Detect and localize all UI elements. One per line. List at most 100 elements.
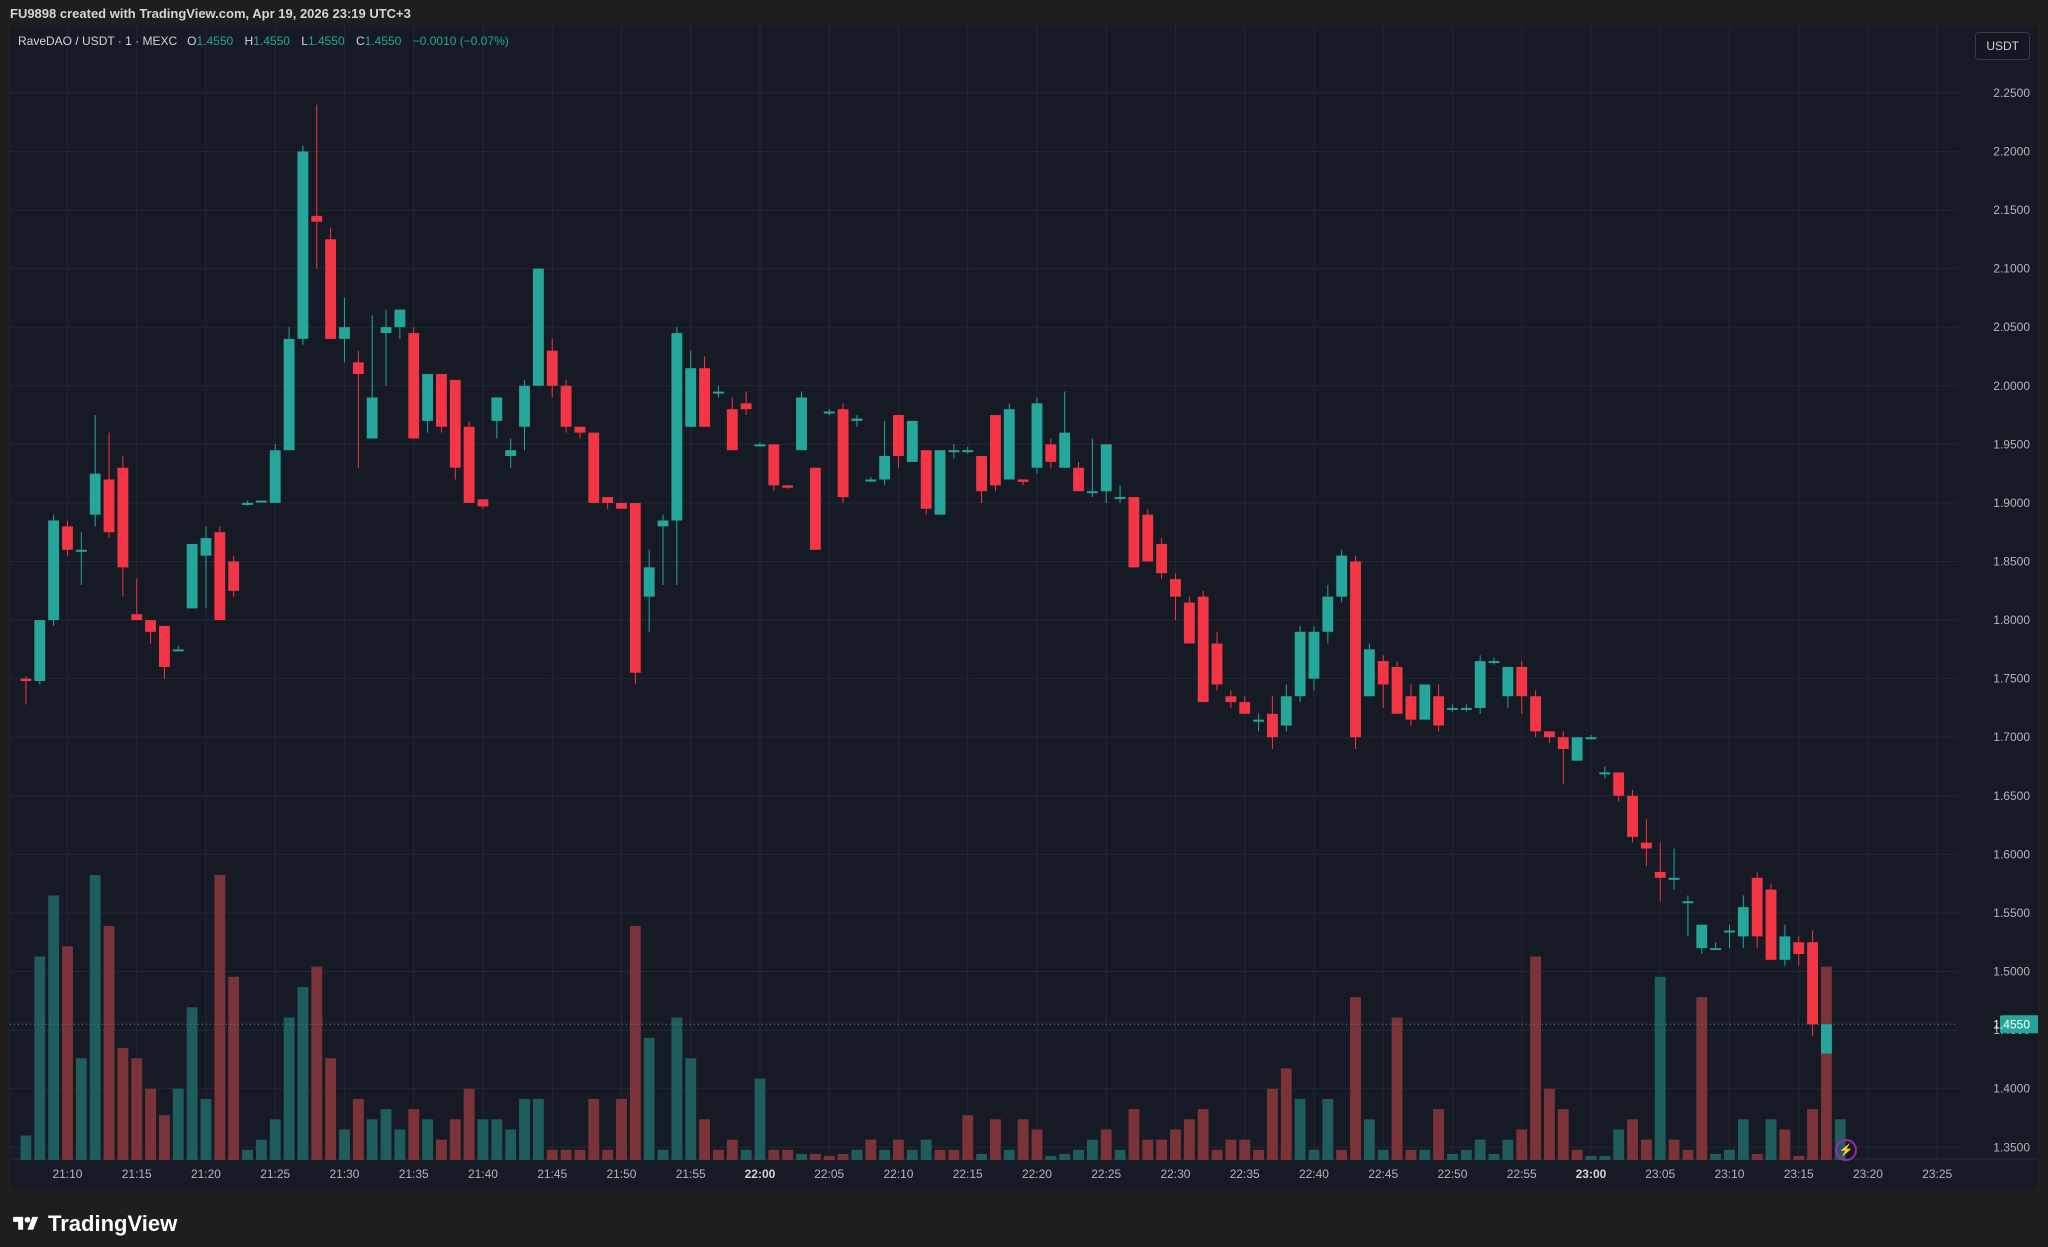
volume-bar — [1516, 1129, 1528, 1160]
candle-body — [463, 426, 475, 503]
volume-bar — [1544, 1088, 1555, 1160]
volume-bar — [879, 1149, 891, 1160]
volume-bar — [117, 1048, 129, 1160]
volume-bar — [339, 1129, 350, 1160]
candle-body — [1267, 713, 1278, 738]
volume-bar — [380, 1109, 392, 1160]
candle-body — [1059, 432, 1071, 468]
time-tick-label: 21:30 — [329, 1167, 359, 1181]
volume-bar — [1073, 1149, 1084, 1160]
candle-body — [796, 397, 807, 451]
legend-symbol: RaveDAO / USDT · 1 · MEXC — [18, 34, 178, 48]
candle-body — [380, 327, 392, 334]
candle-body — [1363, 649, 1375, 697]
price-tick-label: 2.1500 — [1993, 203, 2030, 217]
chart-area[interactable]: 2.2500 2.2000 2.1500 2.1000 2.0500 2.0000 1.95… — [10, 26, 2038, 1189]
time-tick-label: 22:45 — [1368, 1167, 1398, 1181]
volume-bar — [740, 1149, 752, 1160]
volume-bar — [1640, 1139, 1652, 1160]
volume-bar — [1765, 1119, 1777, 1160]
candle-body — [1433, 696, 1445, 726]
price-tick-label: 2.2500 — [1993, 86, 2030, 100]
price-tick-label: 1.9000 — [1993, 496, 2030, 510]
volume-bar — [519, 1098, 530, 1160]
candle-body — [103, 479, 115, 533]
candle-body — [1377, 661, 1389, 685]
volume-bar — [1488, 1153, 1500, 1160]
candle-body — [131, 614, 143, 621]
volume-bar — [505, 1129, 517, 1160]
candle-body — [685, 368, 697, 427]
candle-body — [1682, 901, 1694, 904]
candle-body — [588, 432, 600, 503]
volume-bar — [1086, 1139, 1098, 1160]
time-tick-label: 22:35 — [1230, 1167, 1260, 1181]
volume-bar — [1100, 1129, 1112, 1160]
volume-bar — [906, 1149, 918, 1160]
candle-body — [1737, 907, 1749, 937]
candle-body — [1225, 696, 1237, 703]
price-tick-label: 1.5000 — [1993, 965, 2030, 979]
volume-bar — [588, 1098, 600, 1160]
volume-bar — [948, 1149, 960, 1160]
candlestick-chart[interactable]: 2.2500 2.2000 2.1500 2.1000 2.0500 2.0000 1.95… — [10, 26, 2038, 1189]
candle-body — [422, 374, 433, 421]
price-tick-label: 2.1000 — [1993, 262, 2030, 276]
candle-body — [1544, 731, 1555, 738]
volume-bar — [1377, 1149, 1389, 1160]
candle-body — [1031, 403, 1043, 468]
price-tick-label: 1.3500 — [1993, 1140, 2030, 1154]
candle-body — [1308, 631, 1320, 679]
time-tick-label: 22:40 — [1299, 1167, 1329, 1181]
candle-body — [269, 450, 281, 503]
legend-change: −0.0010 (−0.07%) — [412, 34, 509, 48]
volume-bar — [228, 976, 240, 1160]
volume-bar — [1156, 1139, 1168, 1160]
candle-body — [477, 499, 489, 507]
volume-bar — [1211, 1149, 1223, 1160]
candle-body — [1599, 772, 1611, 775]
candle-body — [311, 215, 323, 222]
volume-bar — [131, 1058, 143, 1160]
volume-bar — [145, 1088, 156, 1160]
lightning-icon[interactable]: ⚡ — [1835, 1139, 1858, 1161]
volume-bar — [1613, 1129, 1625, 1160]
candle-body — [436, 374, 447, 427]
price-tick-label: 1.8500 — [1993, 554, 2030, 568]
legend-low-value: 1.4550 — [307, 34, 345, 48]
legend-low-label: L — [301, 34, 308, 48]
candle-body — [214, 532, 226, 621]
volume-bar — [1322, 1098, 1334, 1160]
volume-bar — [1059, 1153, 1071, 1160]
volume-bar — [1793, 1155, 1805, 1160]
candle-body — [1765, 889, 1777, 960]
price-tick-label: 1.4000 — [1993, 1082, 2030, 1096]
volume-bar — [1627, 1119, 1638, 1160]
volume-bar — [934, 1149, 946, 1160]
volume-bar — [782, 1149, 794, 1160]
tradingview-brand-text: TradingView — [48, 1211, 178, 1236]
volume-bar — [1142, 1139, 1154, 1160]
candle-body — [1488, 661, 1500, 664]
candle-body — [159, 625, 170, 667]
price-tick-label: 2.2000 — [1993, 144, 2030, 158]
candle-body — [1391, 666, 1403, 714]
candle-body — [1474, 661, 1486, 708]
time-tick-label: 23:10 — [1714, 1167, 1744, 1181]
time-tick-label: 21:35 — [399, 1167, 429, 1181]
candle-body — [1350, 561, 1361, 738]
candle-body — [616, 502, 627, 509]
volume-bar — [1530, 956, 1541, 1160]
currency-button[interactable]: USDT — [1975, 32, 2030, 60]
candle-body — [297, 151, 309, 339]
candle-body — [1003, 409, 1015, 480]
volume-bar — [242, 1149, 253, 1160]
time-tick-label: 23:05 — [1645, 1167, 1675, 1181]
volume-bar — [255, 1139, 267, 1160]
candle-body — [1557, 737, 1569, 749]
candle-body — [1627, 795, 1638, 837]
candle-body — [34, 620, 46, 681]
volume-bar — [1045, 1155, 1057, 1160]
candle-body — [865, 479, 877, 482]
volume-bar — [990, 1119, 1001, 1160]
